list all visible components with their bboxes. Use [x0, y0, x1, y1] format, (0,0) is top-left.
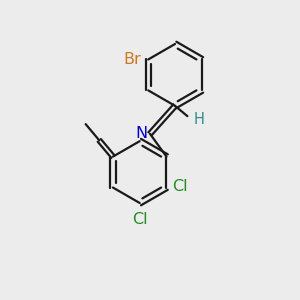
Text: Cl: Cl [172, 178, 188, 194]
Text: Br: Br [123, 52, 141, 67]
Text: H: H [193, 112, 204, 128]
Text: N: N [136, 126, 148, 141]
Text: Cl: Cl [132, 212, 148, 227]
